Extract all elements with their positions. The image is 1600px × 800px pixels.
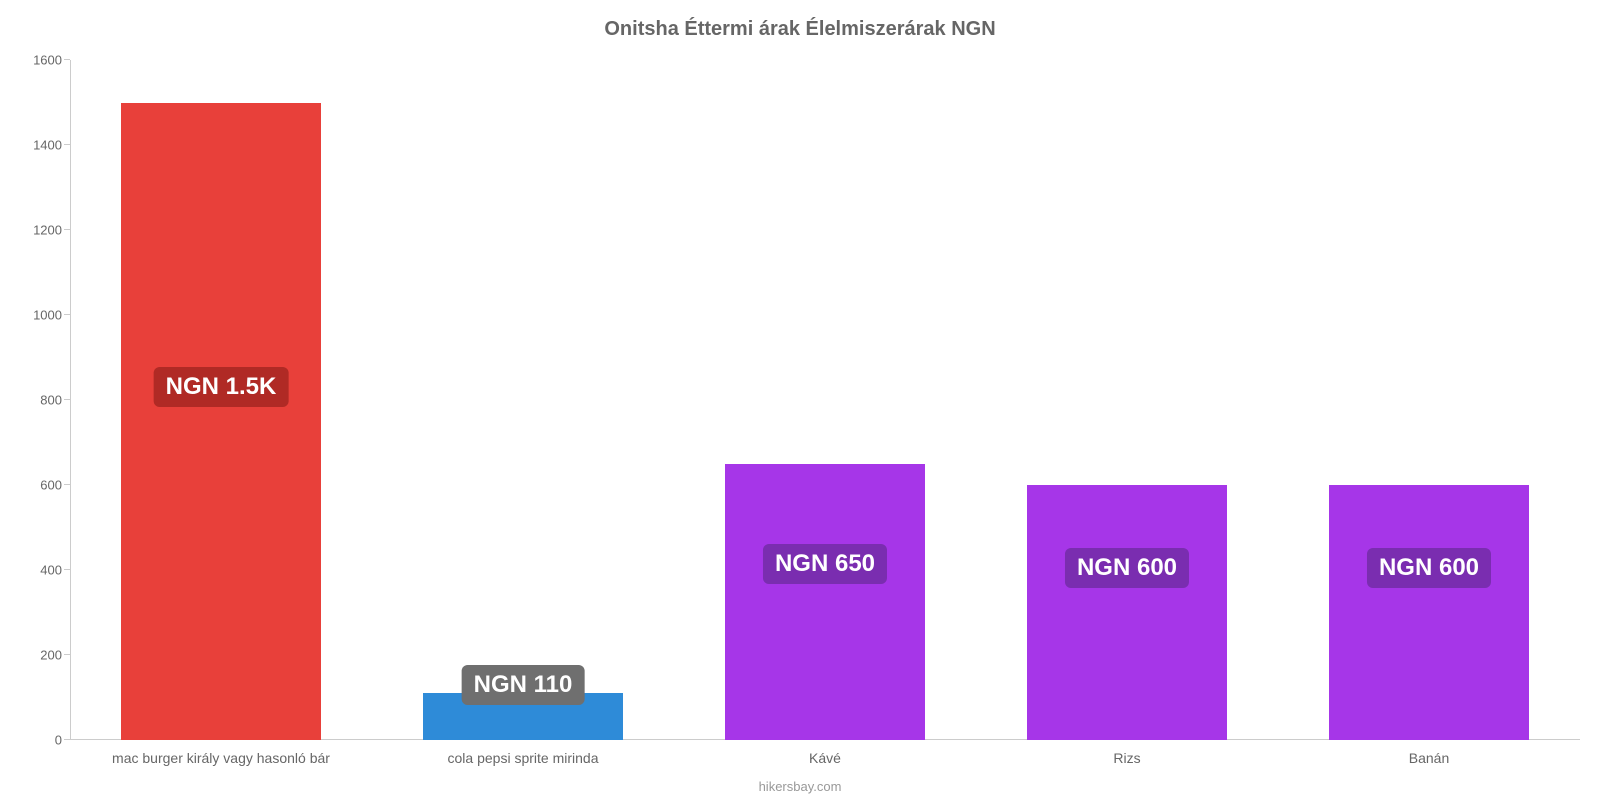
bar-value-label: NGN 650	[763, 544, 887, 584]
y-tick-label: 600	[40, 478, 70, 493]
y-tick-label: 1200	[33, 223, 70, 238]
y-tick-label: 800	[40, 393, 70, 408]
y-tick-mark	[64, 314, 70, 315]
chart-title: Onitsha Éttermi árak Élelmiszerárak NGN	[0, 18, 1600, 41]
x-category-label: Rizs	[1113, 740, 1140, 766]
bar-value-label: NGN 600	[1065, 548, 1189, 588]
y-tick-label: 1000	[33, 308, 70, 323]
bar-value-label: NGN 600	[1367, 548, 1491, 588]
bar-value-label: NGN 110	[462, 665, 585, 705]
x-category-label: Banán	[1409, 740, 1449, 766]
chart-plot-area: NGN 1.5KNGN 110NGN 650NGN 600NGN 600 020…	[70, 60, 1580, 740]
y-tick-label: 1600	[33, 53, 70, 68]
footer-credit: hikersbay.com	[0, 779, 1600, 794]
bar-value-label: NGN 1.5K	[154, 367, 289, 407]
y-tick-label: 400	[40, 563, 70, 578]
bar	[725, 464, 924, 740]
y-tick-label: 200	[40, 648, 70, 663]
y-tick-label: 1400	[33, 138, 70, 153]
y-tick-mark	[64, 59, 70, 60]
y-tick-mark	[64, 654, 70, 655]
x-category-label: mac burger király vagy hasonló bár	[112, 740, 330, 766]
y-tick-label: 0	[55, 733, 70, 748]
y-tick-mark	[64, 399, 70, 400]
x-category-label: cola pepsi sprite mirinda	[448, 740, 599, 766]
bar	[121, 103, 320, 741]
y-tick-mark	[64, 144, 70, 145]
bar	[1329, 485, 1528, 740]
bar	[1027, 485, 1226, 740]
y-tick-mark	[64, 484, 70, 485]
y-tick-mark	[64, 569, 70, 570]
bars-group: NGN 1.5K NGN 110 NGN 650 NGN 600 NGN 600	[70, 60, 1580, 740]
x-category-label: Kávé	[809, 740, 841, 766]
y-tick-mark	[64, 739, 70, 740]
y-tick-mark	[64, 229, 70, 230]
